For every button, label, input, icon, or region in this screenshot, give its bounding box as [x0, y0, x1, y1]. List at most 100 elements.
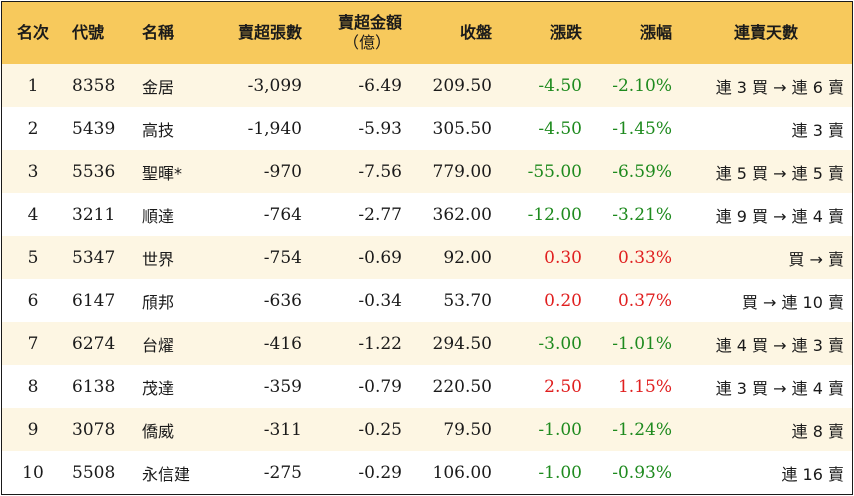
amount-cell: -0.34 — [358, 290, 402, 311]
change-cell: 0.20 — [544, 290, 582, 311]
shares-cell: -311 — [263, 419, 302, 440]
shares-cell: -754 — [263, 247, 302, 268]
streak-cell: 連 4 買 → 連 3 賣 — [715, 335, 844, 355]
amount-cell: -2.77 — [358, 204, 402, 225]
name-cell: 聖暉* — [142, 163, 183, 183]
rank-cell: 7 — [27, 333, 39, 354]
close-cell: 92.00 — [443, 247, 492, 268]
close-cell: 209.50 — [432, 75, 492, 96]
code-cell: 6147 — [72, 290, 116, 311]
rank-cell: 5 — [27, 247, 39, 268]
table-row: 8 6138 茂達 -359 -0.79 220.50 2.50 1.15% 連… — [2, 365, 852, 408]
change-cell: 0.30 — [544, 247, 582, 268]
shares-cell: -1,940 — [247, 118, 302, 139]
change-pct-cell: -2.10% — [612, 75, 672, 96]
shares-cell: -970 — [263, 161, 302, 182]
name-cell: 永信建 — [142, 464, 191, 484]
change-cell: -1.00 — [538, 462, 582, 483]
streak-cell: 連 8 賣 — [791, 421, 844, 441]
name-cell: 頎邦 — [142, 292, 175, 312]
name-cell: 順達 — [142, 206, 175, 226]
streak-cell: 連 9 買 → 連 4 賣 — [715, 206, 844, 226]
streak-cell: 連 5 買 → 連 5 賣 — [715, 163, 844, 183]
shares-cell: -636 — [263, 290, 302, 311]
amount-cell: -0.25 — [358, 419, 402, 440]
close-cell: 305.50 — [432, 118, 492, 139]
header-net-sell-amount-label: 賣超金額 — [337, 13, 402, 32]
change-pct-cell: -6.59% — [612, 161, 672, 182]
code-cell: 5347 — [72, 247, 116, 268]
header-net-sell-amount-unit: （億） — [342, 33, 391, 52]
table-row: 9 3078 僑威 -311 -0.25 79.50 -1.00 -1.24% … — [2, 408, 852, 451]
close-cell: 779.00 — [432, 161, 492, 182]
amount-cell: -7.56 — [358, 161, 402, 182]
name-cell: 茂達 — [142, 378, 175, 398]
rank-cell: 4 — [27, 204, 39, 225]
name-cell: 僑威 — [142, 421, 175, 441]
name-cell: 世界 — [142, 249, 175, 269]
header-net-sell-shares: 賣超張數 — [237, 23, 302, 42]
amount-cell: -6.49 — [358, 75, 402, 96]
amount-cell: -1.22 — [358, 333, 402, 354]
header-change-pct: 漲幅 — [639, 23, 672, 42]
header-code: 代號 — [72, 23, 105, 42]
header-streak: 連賣天數 — [733, 23, 798, 42]
rank-cell: 1 — [27, 75, 39, 96]
rank-cell: 10 — [22, 462, 44, 483]
change-cell: -55.00 — [527, 161, 582, 182]
change-cell: -3.00 — [538, 333, 582, 354]
streak-cell: 買 → 賣 — [788, 249, 844, 269]
change-cell: -4.50 — [538, 75, 582, 96]
table-row: 6 6147 頎邦 -636 -0.34 53.70 0.20 0.37% 買 … — [2, 279, 852, 322]
name-cell: 高技 — [142, 120, 175, 140]
streak-cell: 連 16 賣 — [781, 464, 844, 484]
streak-cell: 連 3 買 → 連 6 賣 — [715, 77, 844, 97]
amount-cell: -0.79 — [358, 376, 402, 397]
code-cell: 5536 — [72, 161, 116, 182]
change-pct-cell: 1.15% — [617, 376, 672, 397]
code-cell: 3078 — [72, 419, 116, 440]
table-body: 1 8358 金居 -3,099 -6.49 209.50 -4.50 -2.1… — [2, 64, 852, 494]
amount-cell: -0.69 — [358, 247, 402, 268]
rank-cell: 3 — [27, 161, 39, 182]
rank-cell: 9 — [27, 419, 39, 440]
close-cell: 220.50 — [432, 376, 492, 397]
change-cell: 2.50 — [544, 376, 582, 397]
amount-cell: -0.29 — [358, 462, 402, 483]
shares-cell: -416 — [263, 333, 302, 354]
shares-cell: -359 — [263, 376, 302, 397]
close-cell: 53.70 — [443, 290, 492, 311]
shares-cell: -764 — [263, 204, 302, 225]
rank-cell: 8 — [27, 376, 39, 397]
code-cell: 5439 — [72, 118, 116, 139]
code-cell: 6138 — [72, 376, 116, 397]
close-cell: 362.00 — [432, 204, 492, 225]
table-row: 7 6274 台燿 -416 -1.22 294.50 -3.00 -1.01%… — [2, 322, 852, 365]
streak-cell: 連 3 買 → 連 4 賣 — [715, 378, 844, 398]
amount-cell: -5.93 — [358, 118, 402, 139]
table-row: 1 8358 金居 -3,099 -6.49 209.50 -4.50 -2.1… — [2, 64, 852, 107]
change-cell: -1.00 — [538, 419, 582, 440]
header-name: 名稱 — [142, 23, 175, 42]
streak-cell: 買 → 連 10 賣 — [741, 292, 844, 312]
table-row: 5 5347 世界 -754 -0.69 92.00 0.30 0.33% 買 … — [2, 236, 852, 279]
shares-cell: -275 — [263, 462, 302, 483]
header-net-sell-amount: 賣超金額 （億） — [310, 2, 410, 64]
code-cell: 3211 — [72, 204, 116, 225]
table-header: 名次 代號 名稱 賣超張數 賣超金額 （億） 收盤 漲跌 漲幅 連賣天數 — [2, 2, 852, 64]
rank-cell: 6 — [27, 290, 39, 311]
header-rank: 名次 — [16, 23, 49, 42]
shares-cell: -3,099 — [247, 75, 302, 96]
code-cell: 5508 — [72, 462, 116, 483]
rank-cell: 2 — [27, 118, 39, 139]
change-pct-cell: -1.01% — [612, 333, 672, 354]
change-cell: -4.50 — [538, 118, 582, 139]
header-close: 收盤 — [459, 23, 492, 42]
header-row: 名次 代號 名稱 賣超張數 賣超金額 （億） 收盤 漲跌 漲幅 連賣天數 — [2, 2, 852, 64]
table-row: 3 5536 聖暉* -970 -7.56 779.00 -55.00 -6.5… — [2, 150, 852, 193]
change-cell: -12.00 — [527, 204, 582, 225]
change-pct-cell: -1.24% — [612, 419, 672, 440]
close-cell: 79.50 — [443, 419, 492, 440]
